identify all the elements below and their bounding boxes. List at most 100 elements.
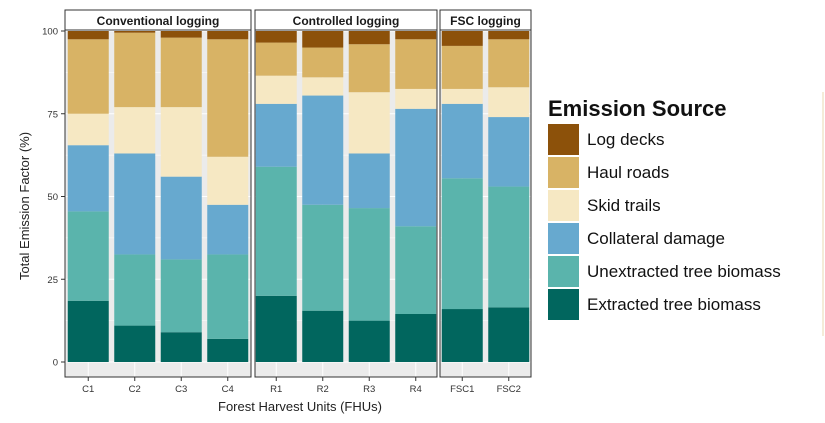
- bar-segment-c4-collateral-damage: [207, 204, 249, 255]
- bar-segment-fsc1-log-decks: [441, 31, 483, 46]
- panel-conventional-logging: C1 C2 C3 C4 Conventional logging: [64, 9, 252, 395]
- bar-segment-r1-log-decks: [255, 31, 297, 43]
- x-axis-title: Forest Harvest Units (FHUs): [218, 399, 382, 414]
- bar-segment-c2-unextracted-tree-biomass: [114, 254, 156, 326]
- bar-segment-fsc2-skid-trails: [488, 87, 530, 118]
- bar-segment-c4-haul-roads: [207, 39, 249, 157]
- x-tick-label: R3: [363, 384, 375, 395]
- bar-segment-r4-haul-roads: [395, 39, 437, 89]
- bar-segment-fsc2-collateral-damage: [488, 117, 530, 187]
- bar-segment-c2-collateral-damage: [114, 153, 156, 255]
- facet-panels: C1 C2 C3 C4 Conventional logging R1 R2 R3 R4 Cont…: [64, 9, 532, 395]
- bar-segment-c1-unextracted-tree-biomass: [67, 211, 109, 301]
- bar-segment-c1-extracted-tree-biomass: [67, 300, 109, 362]
- x-tick-label: C3: [175, 384, 187, 395]
- panel-border: [64, 29, 252, 378]
- bar-segment-r3-extracted-tree-biomass: [348, 320, 390, 362]
- bar-segment-r3-log-decks: [348, 31, 390, 45]
- bar-segment-r1-extracted-tree-biomass: [255, 295, 297, 362]
- bar-segment-r2-haul-roads: [302, 47, 344, 78]
- bar-segment-r2-skid-trails: [302, 77, 344, 96]
- legend-swatch-skid-trails: [548, 190, 579, 221]
- bar-segment-fsc1-collateral-damage: [441, 103, 483, 179]
- bar-segment-fsc2-unextracted-tree-biomass: [488, 186, 530, 308]
- legend-label-log-decks: Log decks: [587, 130, 665, 149]
- y-tick-label: 0: [53, 358, 58, 369]
- legend-label-haul-roads: Haul roads: [587, 163, 669, 182]
- bar-segment-c3-skid-trails: [160, 107, 202, 177]
- bar-segment-c2-extracted-tree-biomass: [114, 325, 156, 362]
- facet-title: Controlled logging: [293, 14, 400, 28]
- facet-title: Conventional logging: [97, 14, 220, 28]
- bar-segment-c2-haul-roads: [114, 32, 156, 108]
- legend-label-collateral-damage: Collateral damage: [587, 229, 725, 248]
- legend-swatch-unextracted-tree-biomass: [548, 256, 579, 287]
- x-tick-label: R2: [317, 384, 329, 395]
- bar-segment-r4-collateral-damage: [395, 108, 437, 227]
- bar-segment-fsc2-haul-roads: [488, 39, 530, 88]
- x-tick-label: C4: [222, 384, 234, 395]
- bar-segment-c4-log-decks: [207, 31, 249, 40]
- legend: Emission Source Log decks Haul roads Skid t…: [548, 92, 824, 336]
- x-tick-label: C1: [82, 384, 94, 395]
- bar-segment-c2-skid-trails: [114, 107, 156, 154]
- legend-swatch-log-decks: [548, 124, 579, 155]
- bar-segment-c3-haul-roads: [160, 37, 202, 108]
- bar-segment-r2-collateral-damage: [302, 95, 344, 205]
- legend-swatch-collateral-damage: [548, 223, 579, 254]
- x-tick-label: R4: [410, 384, 422, 395]
- bar-segment-r1-skid-trails: [255, 75, 297, 104]
- bar-segment-r2-unextracted-tree-biomass: [302, 204, 344, 311]
- bar-segment-c3-collateral-damage: [160, 176, 202, 260]
- legend-label-unextracted-tree-biomass: Unextracted tree biomass: [587, 262, 781, 281]
- bar-segment-r1-collateral-damage: [255, 103, 297, 167]
- panel-fsc-logging: FSC1 FSC2 FSC logging: [439, 9, 532, 395]
- bar-segment-c1-collateral-damage: [67, 145, 109, 212]
- bar-segment-c1-log-decks: [67, 31, 109, 40]
- bar-segment-r4-unextracted-tree-biomass: [395, 226, 437, 315]
- bar-segment-c1-haul-roads: [67, 39, 109, 114]
- y-tick-label: 75: [47, 109, 58, 120]
- panel-controlled-logging: R1 R2 R3 R4 Controlled logging: [254, 9, 438, 395]
- x-tick-label: FSC1: [450, 384, 474, 395]
- legend-swatch-extracted-tree-biomass: [548, 289, 579, 320]
- bar-segment-r3-collateral-damage: [348, 153, 390, 209]
- bar-segment-r1-haul-roads: [255, 42, 297, 76]
- bar-segment-r3-skid-trails: [348, 92, 390, 154]
- x-tick-label: FSC2: [497, 384, 521, 395]
- bar-segment-c4-skid-trails: [207, 156, 249, 205]
- bar-segment-c4-extracted-tree-biomass: [207, 338, 249, 362]
- bar-segment-c3-unextracted-tree-biomass: [160, 259, 202, 333]
- y-tick-label: 100: [42, 27, 58, 38]
- bar-segment-r3-haul-roads: [348, 44, 390, 93]
- bar-segment-r2-extracted-tree-biomass: [302, 310, 344, 362]
- bar-segment-r3-unextracted-tree-biomass: [348, 208, 390, 321]
- panel-border: [439, 29, 532, 378]
- y-tick-label: 50: [47, 192, 58, 203]
- bar-segment-r4-extracted-tree-biomass: [395, 314, 437, 362]
- bar-segment-fsc1-skid-trails: [441, 88, 483, 104]
- legend-title: Emission Source: [548, 96, 727, 121]
- x-tick-label: R1: [270, 384, 282, 395]
- facet-title: FSC logging: [450, 14, 521, 28]
- panel-border: [254, 29, 438, 378]
- bar-segment-r1-unextracted-tree-biomass: [255, 166, 297, 296]
- bar-segment-r2-log-decks: [302, 31, 344, 48]
- bar-segment-fsc1-extracted-tree-biomass: [441, 309, 483, 362]
- bar-segment-c3-extracted-tree-biomass: [160, 332, 202, 362]
- x-tick-label: C2: [129, 384, 141, 395]
- bar-segment-c4-unextracted-tree-biomass: [207, 254, 249, 339]
- y-axis: 0 25 50 75 100: [42, 27, 65, 369]
- bar-segment-fsc2-log-decks: [488, 31, 530, 40]
- legend-label-extracted-tree-biomass: Extracted tree biomass: [587, 295, 761, 314]
- bar-segment-fsc2-extracted-tree-biomass: [488, 307, 530, 362]
- bar-segment-c2-log-decks: [114, 31, 156, 33]
- bar-segment-r4-skid-trails: [395, 88, 437, 109]
- y-axis-title: Total Emission Factor (%): [17, 132, 32, 280]
- bar-segment-fsc1-unextracted-tree-biomass: [441, 178, 483, 310]
- bar-segment-c1-skid-trails: [67, 113, 109, 146]
- bar-segment-r4-log-decks: [395, 31, 437, 40]
- bar-segment-fsc1-haul-roads: [441, 45, 483, 89]
- y-tick-label: 25: [47, 275, 58, 286]
